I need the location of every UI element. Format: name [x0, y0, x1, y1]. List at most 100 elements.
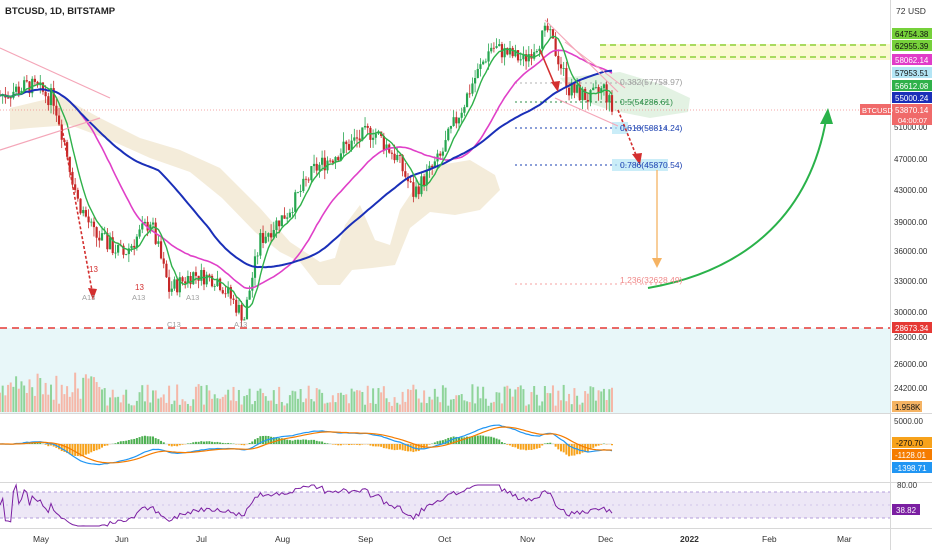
volume-bar — [7, 384, 10, 412]
volume-bar — [60, 384, 63, 412]
volume-bar — [358, 390, 361, 412]
volume-bar — [192, 399, 195, 412]
macd-bar — [519, 444, 522, 450]
down-arrow-1 — [61, 127, 97, 300]
candle-body — [412, 182, 415, 197]
macd-bar — [84, 444, 87, 455]
candle-body — [503, 47, 506, 58]
macd-bar — [560, 444, 562, 452]
candle-body — [600, 88, 603, 93]
axis-tick: 39000.00 — [894, 218, 928, 227]
volume-bar — [4, 395, 7, 412]
time-label: Dec — [598, 534, 614, 544]
volume-bar — [74, 372, 77, 412]
price-axis[interactable]: 72 USD 51000.00 47000.00 43000.00 39000.… — [894, 6, 928, 490]
volume-bar — [130, 405, 133, 412]
candle-body — [492, 47, 495, 49]
macd-bar — [39, 442, 42, 444]
volume-bars — [0, 372, 613, 412]
macd-bar — [423, 444, 426, 449]
volume-bar — [76, 388, 79, 412]
macd-bar — [568, 444, 571, 457]
candle-body — [237, 304, 240, 313]
volume-bar — [245, 395, 248, 412]
volume-bar — [291, 390, 294, 412]
candle-body — [495, 46, 498, 48]
volume-bar — [334, 402, 337, 412]
macd-bar — [117, 442, 120, 444]
macd-bar — [441, 440, 444, 444]
macd-bar — [597, 444, 600, 446]
volume-bar — [197, 384, 200, 412]
macd-bar — [538, 444, 541, 448]
volume-bar — [382, 386, 385, 412]
volume-bar — [152, 390, 154, 412]
macd-bar — [487, 436, 490, 444]
candle-body — [586, 99, 589, 102]
macd-bar — [460, 437, 463, 444]
marker-a13: A13 — [234, 320, 247, 329]
macd-bar — [506, 444, 509, 445]
volume-bar — [20, 381, 23, 412]
macd-bar — [592, 444, 595, 448]
candle-body — [141, 223, 144, 230]
volume-bar — [305, 398, 307, 412]
candle-body — [165, 263, 168, 278]
axis-tick: 47000.00 — [894, 155, 928, 164]
candle-body — [15, 86, 18, 92]
candle-body — [315, 163, 318, 171]
time-label: May — [33, 534, 50, 544]
candle-body — [103, 232, 106, 234]
volume-bar — [380, 392, 383, 412]
macd-bar — [372, 444, 375, 447]
volume-bar — [353, 391, 356, 412]
ichimoku-cloud-green — [560, 72, 690, 118]
volume-bar — [538, 405, 541, 412]
candle-body — [283, 215, 286, 219]
volume-bar — [374, 403, 377, 412]
macd-bar — [452, 436, 455, 444]
volume-bar — [342, 394, 345, 412]
volume-bar — [425, 403, 428, 412]
macd-bar — [286, 439, 289, 444]
volume-bar — [321, 392, 324, 412]
volume-bar — [47, 394, 50, 412]
macd-bar — [353, 444, 356, 445]
candle-body — [176, 279, 179, 293]
time-label: Mar — [837, 534, 852, 544]
candle-body — [264, 236, 267, 243]
volume-bar — [476, 386, 479, 412]
macd-bar — [543, 443, 546, 444]
macd-pane[interactable] — [0, 414, 890, 482]
axis-tick: 5000.00 — [894, 417, 923, 426]
time-axis[interactable]: May Jun Jul Aug Sep Oct Nov Dec 2022 Feb… — [33, 534, 852, 544]
candle-body — [82, 210, 85, 214]
macd-bar — [455, 436, 458, 444]
volume-bar — [264, 396, 267, 412]
macd-bar — [404, 444, 407, 451]
candle-body — [240, 304, 243, 321]
candle-body — [68, 156, 71, 172]
marker-a13: A13 — [132, 293, 145, 302]
fib-label-1236: 1.236(32628.49) — [620, 275, 683, 285]
candle-body — [133, 245, 136, 248]
ichimoku-cloud — [10, 96, 500, 285]
candle-body — [127, 248, 130, 255]
volume-bar — [87, 378, 90, 412]
fib-label-0618: 0.618(50814.24) — [620, 123, 683, 133]
macd-bar — [514, 444, 517, 448]
macd-bar — [584, 444, 587, 453]
volume-bar — [605, 400, 608, 412]
volume-bar — [390, 405, 393, 412]
macd-bar — [203, 441, 205, 444]
macd-bar — [288, 440, 291, 444]
volume-bar — [557, 390, 560, 412]
volume-bar — [9, 382, 12, 412]
candle-body — [433, 161, 436, 168]
macd-bar — [498, 439, 501, 444]
candle-body — [261, 232, 265, 243]
candle-body — [288, 212, 291, 218]
candle-body — [567, 87, 571, 96]
macd-bar — [310, 439, 313, 444]
